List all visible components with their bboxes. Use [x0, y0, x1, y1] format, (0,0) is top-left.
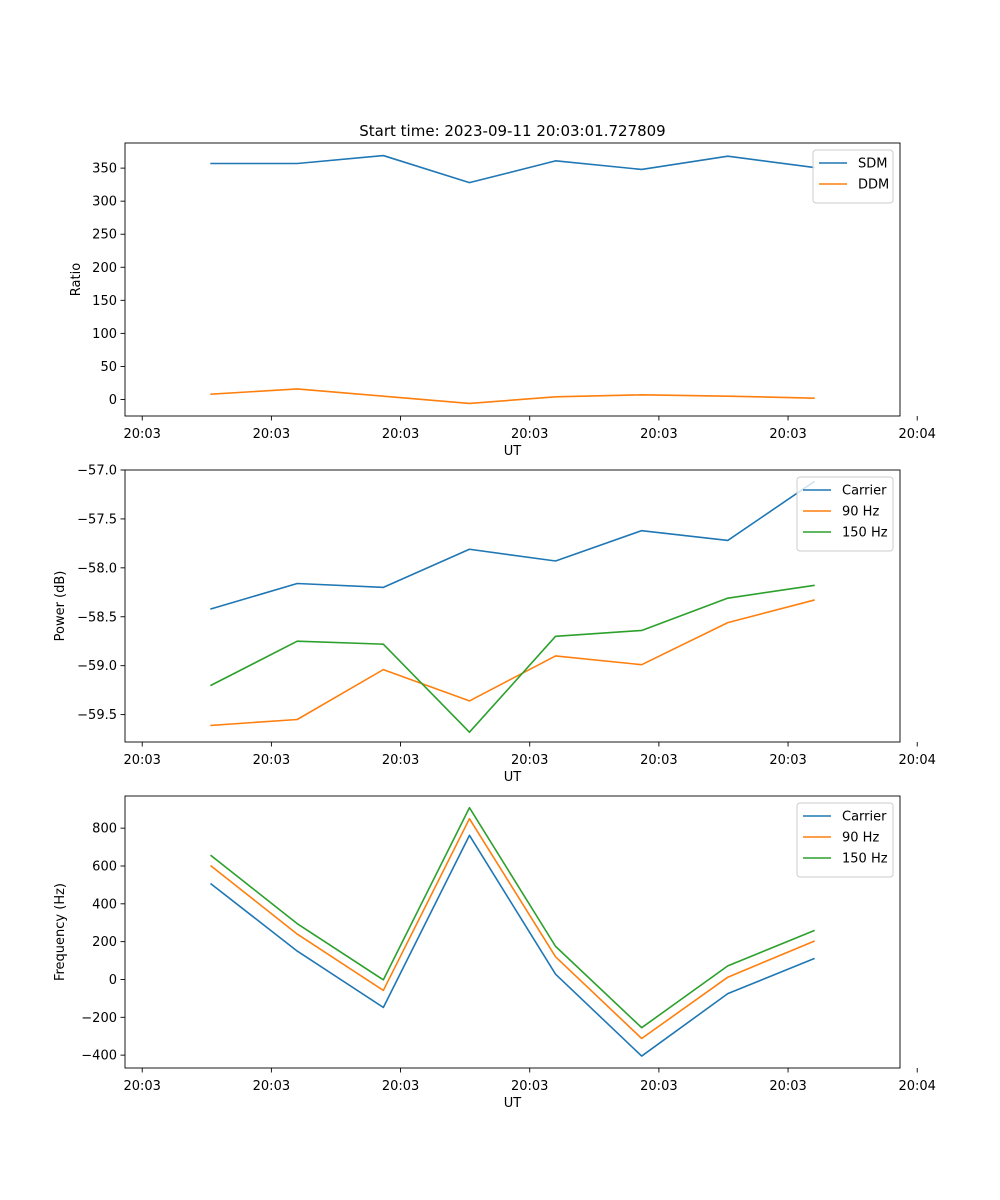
- frequency-series-line-90-hz: [209, 817, 815, 1040]
- frequency-y-tick-label: −200: [81, 1011, 117, 1026]
- frequency-panel: 20:03 20:03 20:03 20:03 20:03 20:03 20:04 −400 −…: [53, 795, 936, 1111]
- frequency-x-tick-label: 20:03: [382, 1079, 419, 1094]
- frequency-legend-label: 90 Hz: [842, 831, 879, 846]
- figure-title: Start time: 2023-09-11 20:03:01.727809: [359, 122, 665, 140]
- ratio-y-tick-label: 350: [92, 162, 117, 177]
- ratio-legend: SDM DDM: [812, 149, 894, 204]
- power-x-tick-label: 20:03: [511, 753, 548, 768]
- ratio-x-tick-label: 20:03: [511, 427, 548, 442]
- ratio-axes-frame: [124, 142, 901, 417]
- ratio-y-axis-label: Ratio: [69, 263, 84, 296]
- power-x-tick-label: 20:04: [898, 753, 935, 768]
- frequency-x-tick-label: 20:03: [511, 1079, 548, 1094]
- ratio-x-axis-label: UT: [504, 444, 522, 459]
- ratio-y-tick-label: 0: [109, 393, 117, 408]
- frequency-y-tick-label: −400: [81, 1049, 117, 1064]
- power-x-axis-label: UT: [504, 770, 522, 785]
- power-y-tick-label: −57.5: [77, 512, 117, 527]
- frequency-legend-label: Carrier: [842, 810, 887, 825]
- ratio-x-tick-label: 20:04: [898, 427, 935, 442]
- frequency-series-line-150-hz: [209, 806, 815, 1029]
- ratio-y-tick-label: 250: [92, 228, 117, 243]
- frequency-x-tick-label: 20:03: [253, 1079, 290, 1094]
- frequency-y-axis-label: Frequency (Hz): [53, 883, 68, 981]
- power-y-tick-label: −58.0: [77, 561, 117, 576]
- frequency-x-axis-label: UT: [504, 1096, 522, 1111]
- frequency-y-tick-label: 400: [92, 897, 117, 912]
- ratio-legend-label: DDM: [858, 178, 889, 193]
- ratio-y-tick-label: 200: [92, 261, 117, 276]
- power-series-line-carrier: [210, 480, 816, 610]
- ratio-y-tick-label: 50: [100, 360, 117, 375]
- power-series-line-150-hz: [210, 584, 815, 734]
- power-x-tick-label: 20:03: [640, 753, 677, 768]
- frequency-x-tick-label: 20:04: [898, 1079, 935, 1094]
- frequency-y-tick-label: 800: [92, 822, 117, 837]
- ratio-x-tick-label: 20:03: [382, 427, 419, 442]
- power-y-axis-label: Power (dB): [53, 571, 68, 642]
- ratio-y-tick-label: 300: [92, 195, 117, 210]
- power-x-tick-label: 20:03: [123, 753, 160, 768]
- power-y-tick-label: −59.5: [77, 708, 117, 723]
- power-legend: Carrier 90 Hz 150 Hz: [796, 476, 894, 552]
- power-axes-frame: [124, 469, 901, 743]
- power-legend-label: 150 Hz: [842, 526, 888, 541]
- ratio-x-tick-label: 20:03: [640, 427, 677, 442]
- frequency-x-tick-label: 20:03: [123, 1079, 160, 1094]
- ratio-panel: 20:03 20:03 20:03 20:03 20:03 20:03 20:04 0 50 10…: [69, 142, 936, 459]
- power-series-line-90-hz: [210, 599, 815, 727]
- power-x-tick-label: 20:03: [253, 753, 290, 768]
- power-x-tick-label: 20:03: [382, 753, 419, 768]
- power-y-tick-label: −58.5: [77, 610, 117, 625]
- frequency-axes-frame: [124, 795, 901, 1069]
- frequency-y-tick-label: 600: [92, 859, 117, 874]
- frequency-y-tick-label: 0: [109, 973, 117, 988]
- frequency-legend-label: 150 Hz: [842, 852, 888, 867]
- frequency-legend: Carrier 90 Hz 150 Hz: [796, 802, 894, 878]
- power-legend-label: 90 Hz: [842, 505, 879, 520]
- power-y-tick-label: −57.0: [77, 464, 117, 479]
- ratio-x-tick-label: 20:03: [123, 427, 160, 442]
- ratio-legend-label: SDM: [858, 157, 887, 172]
- power-legend-label: Carrier: [842, 484, 887, 499]
- power-x-tick-label: 20:03: [769, 753, 806, 768]
- ratio-series-line-sdm: [210, 154, 815, 184]
- frequency-x-tick-label: 20:03: [769, 1079, 806, 1094]
- ratio-x-tick-label: 20:03: [253, 427, 290, 442]
- ratio-y-tick-label: 100: [92, 327, 117, 342]
- ratio-x-tick-label: 20:03: [769, 427, 806, 442]
- frequency-y-tick-label: 200: [92, 935, 117, 950]
- frequency-x-tick-label: 20:03: [640, 1079, 677, 1094]
- frequency-series-line-carrier: [209, 834, 815, 1057]
- power-panel: 20:03 20:03 20:03 20:03 20:03 20:03 20:04 −59.5…: [53, 464, 936, 786]
- ratio-y-tick-label: 150: [92, 294, 117, 309]
- ratio-series-line-ddm: [210, 388, 815, 405]
- power-y-tick-label: −59.0: [77, 659, 117, 674]
